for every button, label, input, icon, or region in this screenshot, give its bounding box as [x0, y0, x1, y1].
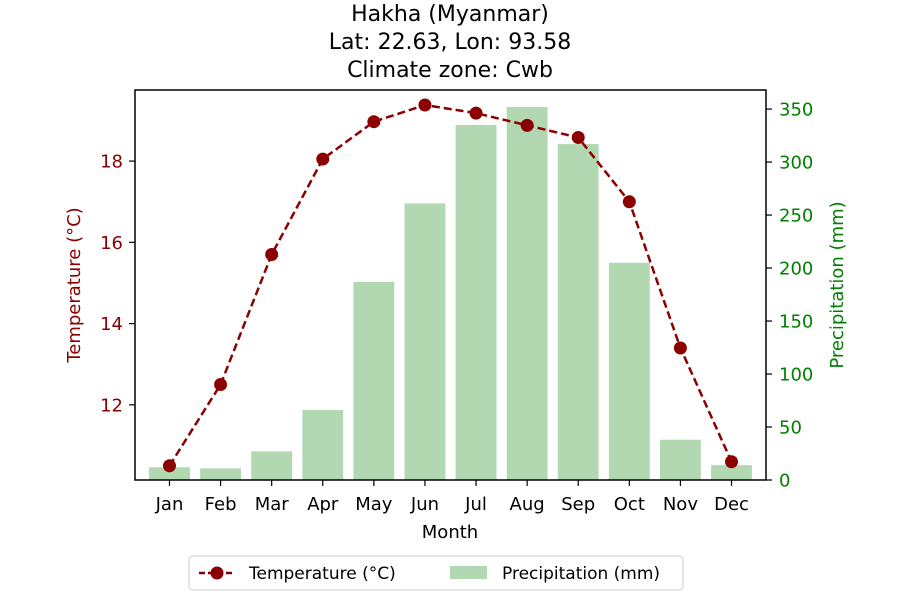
legend-precipitation-label: Precipitation (mm) — [502, 564, 660, 584]
title-line-1: Hakha (Myanmar) — [351, 2, 549, 27]
right-y-tick-label: 300 — [779, 153, 813, 174]
x-tick-label-nov: Nov — [663, 494, 698, 515]
left-y-tick-label: 16 — [100, 233, 123, 254]
x-tick-label-may: May — [355, 494, 393, 515]
left-y-tick-label: 14 — [100, 314, 123, 335]
x-tick-label-jul: Jul — [464, 494, 487, 515]
chart-title: Hakha (Myanmar) Lat: 22.63, Lon: 93.58 C… — [329, 2, 571, 83]
temperature-line — [162, 98, 739, 473]
precipitation-bar-may — [353, 281, 395, 480]
x-tick-label-jan: Jan — [155, 494, 184, 515]
temperature-point-jun — [418, 98, 432, 112]
temperature-point-jul — [469, 106, 483, 120]
precipitation-bars — [149, 106, 752, 481]
temperature-point-dec — [725, 455, 739, 469]
legend-temperature-marker-icon — [210, 566, 224, 580]
temperature-point-mar — [265, 248, 279, 262]
right-y-tick-label: 50 — [779, 418, 802, 439]
x-tick-label-aug: Aug — [510, 494, 545, 515]
temperature-point-aug — [520, 118, 534, 132]
precipitation-bar-nov — [659, 439, 701, 480]
title-line-3: Climate zone: Cwb — [347, 58, 553, 83]
left-y-axis-label: Temperature (°C) — [64, 207, 85, 363]
precipitation-bar-apr — [302, 410, 344, 480]
right-y-tick-label: 150 — [779, 312, 813, 333]
right-y-axis-ticks: 0 50 100 150 200 250 300 350 — [766, 100, 813, 492]
precipitation-bar-feb — [200, 468, 242, 480]
precipitation-bar-jun — [404, 203, 446, 481]
precipitation-bar-mar — [251, 451, 293, 480]
right-y-tick-label: 0 — [779, 471, 790, 492]
legend-frame — [188, 555, 684, 591]
right-y-tick-label: 200 — [779, 259, 813, 280]
x-tick-label-oct: Oct — [614, 494, 645, 515]
left-y-axis-ticks: 12 14 16 18 — [100, 152, 135, 416]
x-tick-label-dec: Dec — [714, 494, 749, 515]
temperature-point-may — [367, 115, 381, 129]
title-line-2: Lat: 22.63, Lon: 93.58 — [329, 30, 571, 55]
precipitation-bar-oct — [608, 262, 650, 480]
temperature-series-line — [168, 103, 733, 467]
x-tick-label-feb: Feb — [205, 494, 237, 515]
x-axis-ticks: Jan Feb Mar Apr May Jun Jul Aug Sep Oct Nov Dec — [155, 480, 749, 515]
right-y-tick-label: 250 — [779, 206, 813, 227]
x-tick-label-jun: Jun — [410, 494, 439, 515]
legend-temperature-label: Temperature (°C) — [248, 564, 396, 584]
x-tick-label-mar: Mar — [255, 494, 290, 515]
right-y-tick-label: 100 — [779, 365, 813, 386]
precipitation-bar-sep — [557, 144, 599, 480]
temperature-point-oct — [622, 195, 636, 209]
temperature-point-apr — [316, 152, 330, 166]
x-axis-label: Month — [422, 522, 478, 543]
x-tick-label-sep: Sep — [561, 494, 595, 515]
x-tick-label-apr: Apr — [307, 494, 339, 515]
precipitation-bar-jul — [455, 124, 497, 480]
legend: Temperature (°C) Precipitation (mm) — [188, 555, 684, 591]
left-y-tick-label: 12 — [100, 395, 123, 416]
right-y-axis-label: Precipitation (mm) — [827, 201, 848, 368]
temperature-point-jan — [162, 459, 176, 473]
precipitation-bar-jan — [149, 467, 190, 480]
precipitation-bar-aug — [506, 106, 548, 481]
legend-precipitation-swatch-icon — [450, 566, 487, 579]
temperature-point-nov — [673, 341, 687, 355]
left-y-tick-label: 18 — [100, 152, 123, 173]
right-y-tick-label: 350 — [779, 100, 813, 121]
temperature-point-sep — [571, 131, 585, 145]
precipitation-bar-dec — [711, 465, 752, 480]
temperature-point-feb — [214, 378, 228, 392]
plot-area-frame — [134, 89, 767, 481]
